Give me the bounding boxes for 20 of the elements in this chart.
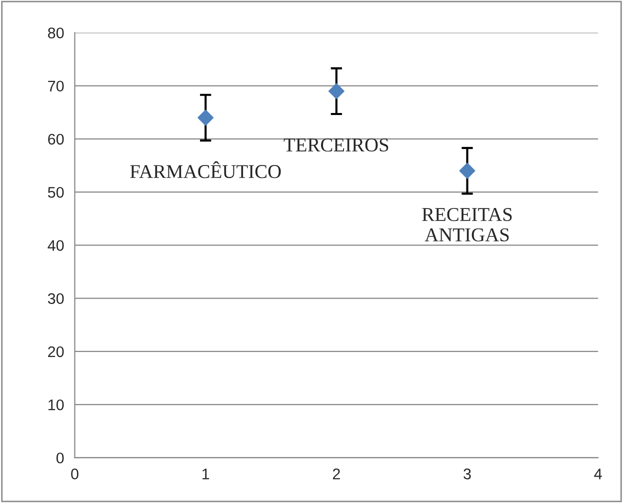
point (459, 162, 476, 179)
y-tick-label: 0 (56, 452, 64, 464)
x-tick-label: 3 (464, 468, 471, 480)
x-tick-label: 4 (594, 468, 602, 480)
point (198, 110, 214, 126)
x-tick-label: 2 (332, 468, 340, 480)
y-tick-label: 70 (48, 80, 64, 92)
annotation: FARMACÊUTICO (130, 161, 281, 178)
y-tick-label: 50 (48, 186, 64, 198)
y-tick-label: 80 (48, 28, 64, 38)
point (328, 83, 344, 100)
y-tick-label: 20 (48, 346, 64, 358)
x-tick-label: 0 (71, 468, 78, 480)
y-tick-label: 30 (48, 293, 64, 304)
y-tick-label: 60 (48, 134, 64, 145)
annotation: TERCEIROS (284, 138, 388, 152)
y-tick-label: 10 (48, 399, 64, 410)
y-tick-label: 40 (48, 240, 64, 251)
annotation: RECEITAS ANTIGAS (422, 208, 512, 242)
x-tick-label: 1 (202, 468, 210, 480)
